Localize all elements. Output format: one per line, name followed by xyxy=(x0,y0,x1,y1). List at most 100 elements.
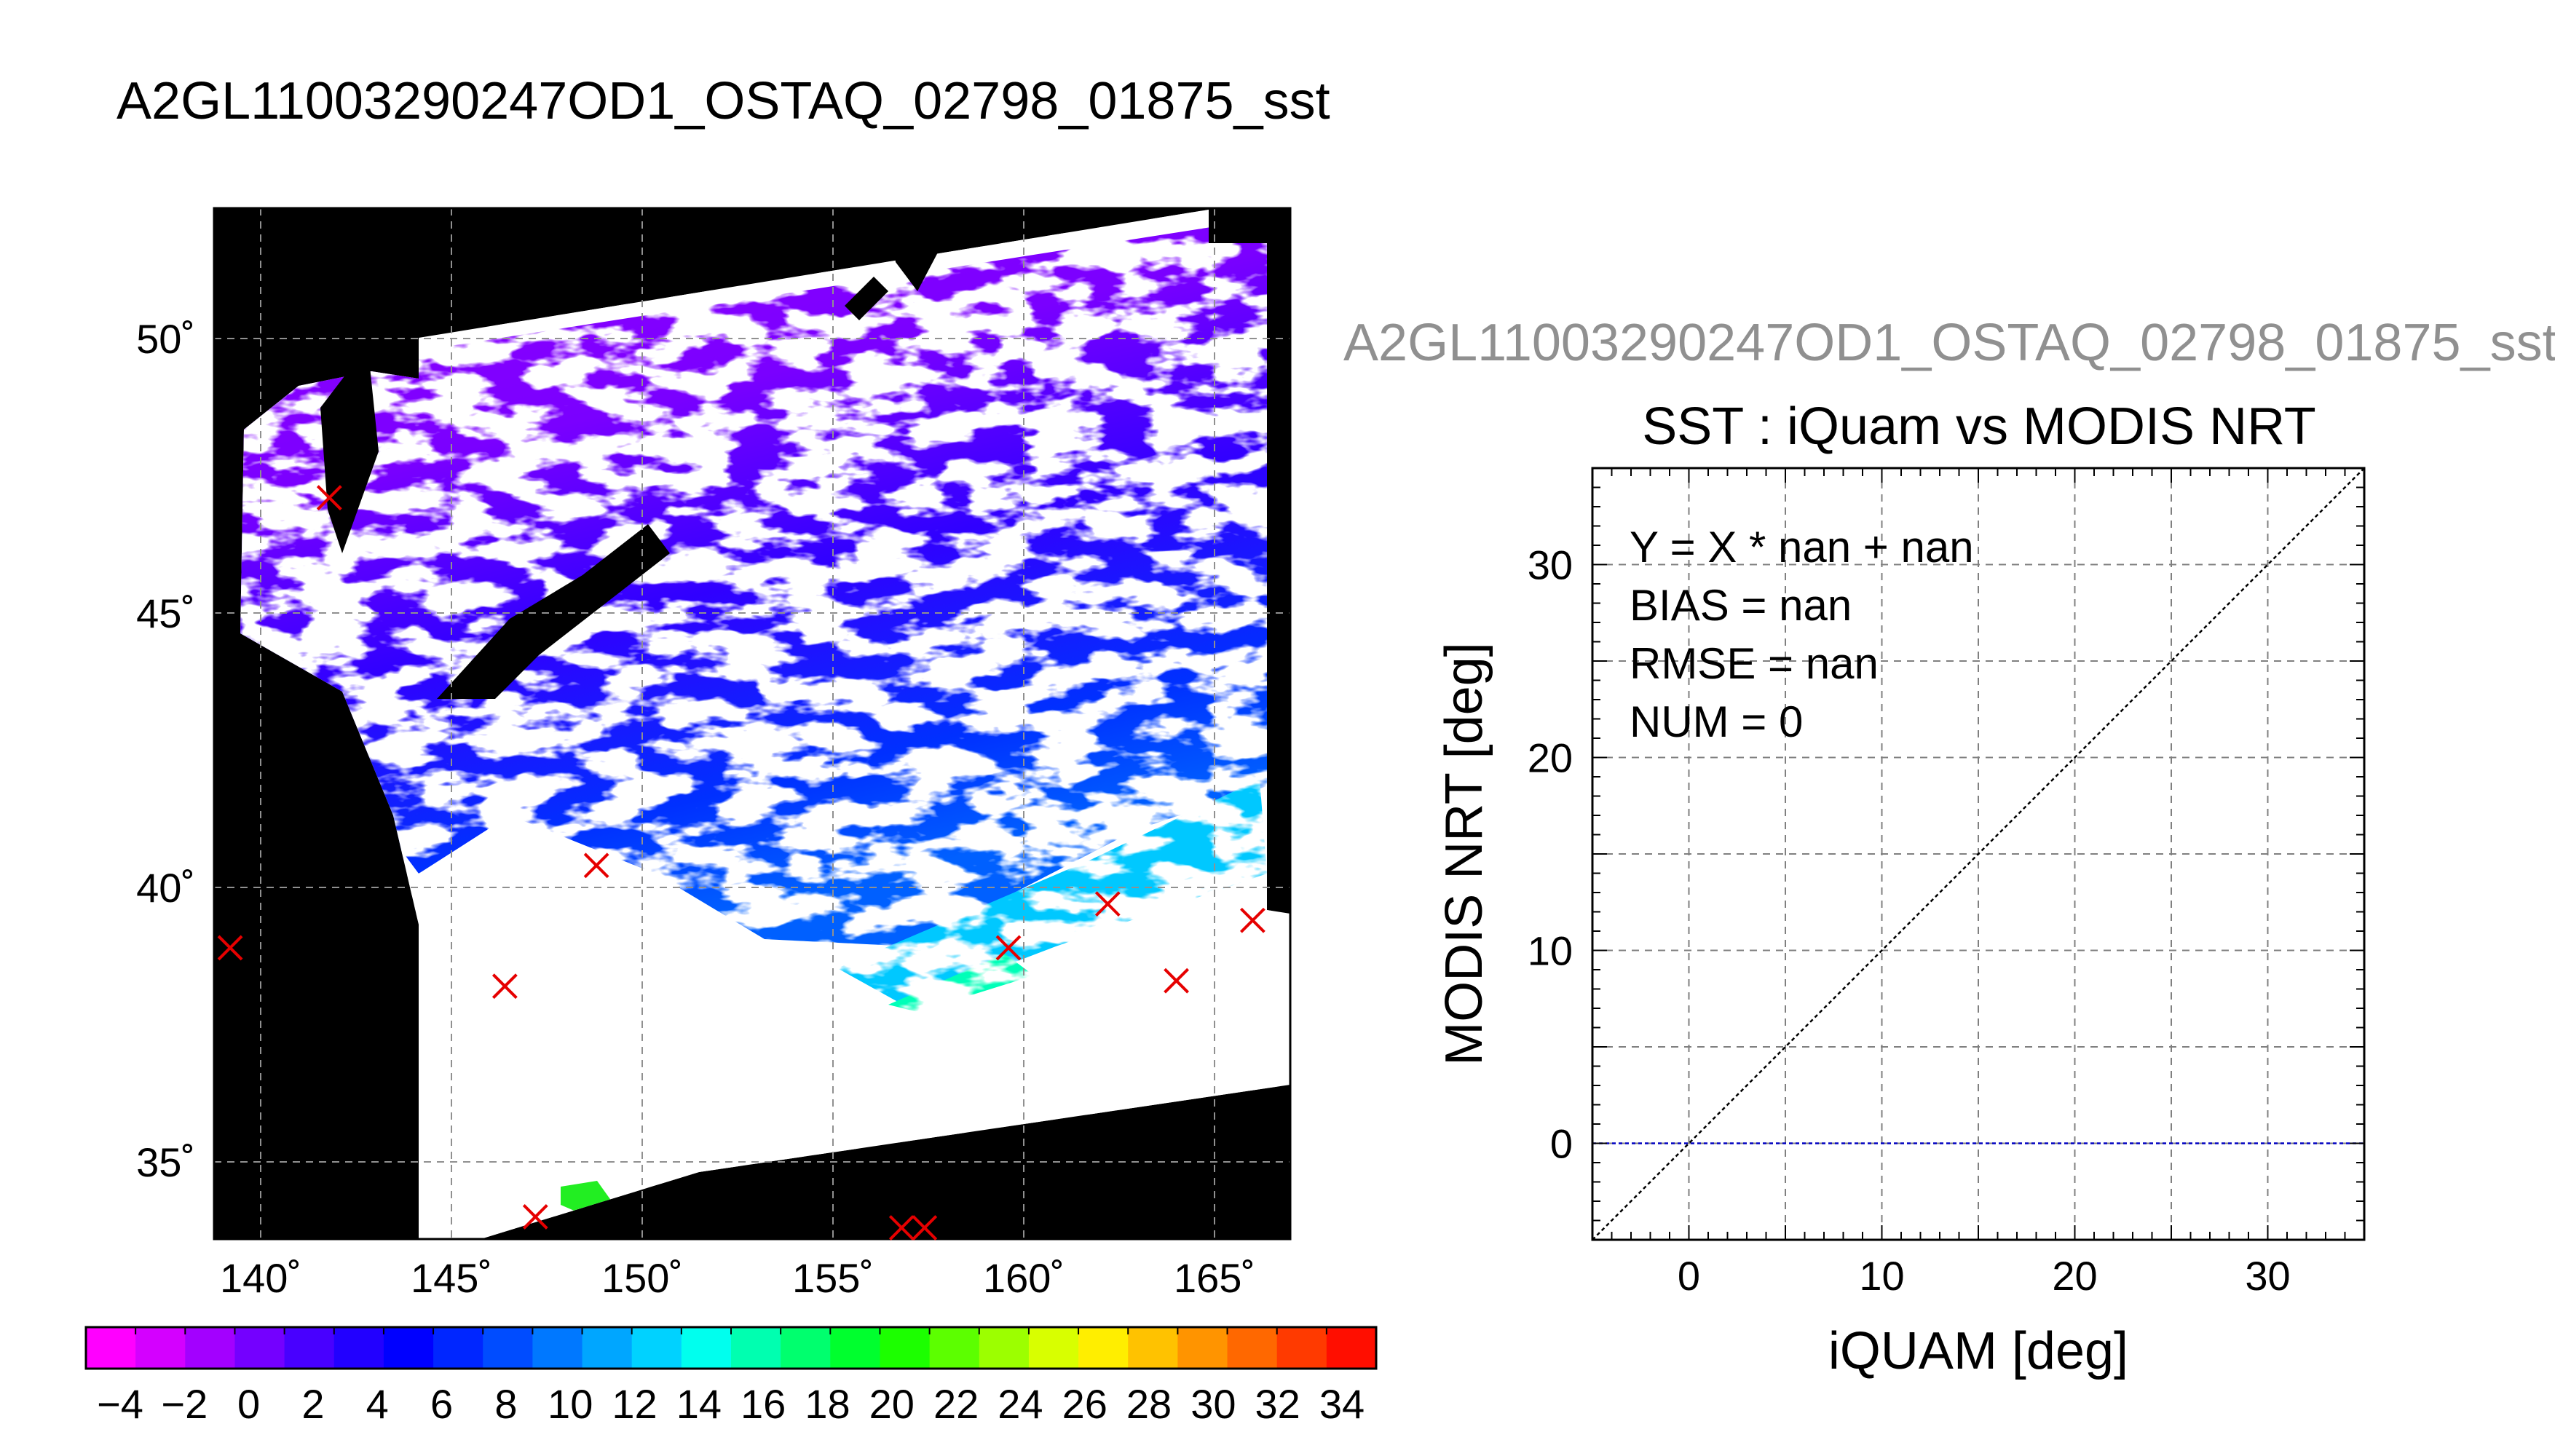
x-tick-label: 20 xyxy=(2052,1253,2097,1299)
y-tick-labels: 0 10 20 30 xyxy=(1528,542,1573,1167)
longitude-label: 150˚ xyxy=(601,1255,683,1301)
latitude-label: 35˚ xyxy=(136,1139,195,1185)
longitude-label: 165˚ xyxy=(1174,1255,1255,1301)
match-marker xyxy=(888,1215,915,1241)
colorbar-cell xyxy=(135,1327,186,1369)
match-marker xyxy=(583,852,609,879)
match-marker xyxy=(522,1203,548,1230)
colorbar-cell xyxy=(681,1327,732,1369)
colorbar-frame xyxy=(84,1326,1378,1370)
x-axis-label: iQUAM [deg] xyxy=(1828,1322,2128,1380)
colorbar-cell xyxy=(880,1327,931,1369)
match-markers xyxy=(217,485,1265,1241)
colorbar-cell xyxy=(284,1327,335,1369)
colorbar: −4 −2 0 2 4 6 8 10 12 14 16 18 20 22 24 26 28 30 32 34 xyxy=(84,1326,1378,1427)
colorbar-cell xyxy=(234,1327,285,1369)
stat-line: RMSE = nan xyxy=(1630,639,1879,688)
colorbar-cell xyxy=(830,1327,880,1369)
y-tick-label: 20 xyxy=(1528,735,1573,781)
reference-line-one-to-one xyxy=(1592,467,2365,1241)
colorbar-label: −4 xyxy=(97,1381,143,1427)
colorbar-label: 0 xyxy=(237,1381,260,1427)
colorbar-label: 24 xyxy=(998,1381,1043,1427)
match-marker xyxy=(912,1215,938,1241)
match-marker xyxy=(217,935,243,961)
scatter-panel: SST : iQuam vs MODIS NRT 0 10 20 30 0 10 20 30… xyxy=(1435,397,2366,1380)
match-marker xyxy=(1094,891,1121,917)
colorbar-label: 8 xyxy=(494,1381,517,1427)
colorbar-cell xyxy=(433,1327,483,1369)
y-tick-label: 0 xyxy=(1550,1121,1573,1167)
colorbar-cell xyxy=(1326,1327,1377,1369)
colorbar-label: 32 xyxy=(1255,1381,1300,1427)
land-kurils xyxy=(437,524,670,699)
colorbar-label: 30 xyxy=(1190,1381,1236,1427)
x-tick-labels: 0 10 20 30 xyxy=(1678,1253,2291,1299)
longitude-labels: 140˚ 145˚ 150˚ 155˚ 160˚ 165˚ xyxy=(220,1255,1255,1301)
colorbar-label: 12 xyxy=(612,1381,657,1427)
stat-line: BIAS = nan xyxy=(1630,581,1852,630)
colorbar-label: −2 xyxy=(161,1381,208,1427)
x-tick-label: 0 xyxy=(1678,1253,1700,1299)
latitude-label: 50˚ xyxy=(136,316,195,362)
stat-line: Y = X * nan + nan xyxy=(1630,523,1974,571)
colorbar-label: 2 xyxy=(301,1381,324,1427)
colorbar-cell xyxy=(383,1327,434,1369)
colorbar-label: 22 xyxy=(933,1381,979,1427)
colorbar-cell xyxy=(86,1327,136,1369)
colorbar-cell xyxy=(1227,1327,1278,1369)
y-axis-label: MODIS NRT [deg] xyxy=(1435,642,1493,1066)
scatter-file-title: A2GL11003290247OD1_OSTAQ_02798_01875_sst xyxy=(1343,314,2555,372)
map-graticule xyxy=(214,208,1290,1239)
scatter-title: SST : iQuam vs MODIS NRT xyxy=(1642,397,2316,456)
colorbar-label: 10 xyxy=(548,1381,593,1427)
stat-line: NUM = 0 xyxy=(1630,697,1803,746)
longitude-label: 160˚ xyxy=(983,1255,1065,1301)
colorbar-cell xyxy=(979,1327,1030,1369)
colorbar-cell xyxy=(185,1327,235,1369)
match-marker xyxy=(1239,907,1265,933)
land-kamchatka xyxy=(888,208,961,291)
longitude-label: 155˚ xyxy=(792,1255,874,1301)
colorbar-label: 4 xyxy=(366,1381,389,1427)
colorbar-cell xyxy=(631,1327,682,1369)
latitude-labels: 50˚ 45˚ 40˚ 35˚ xyxy=(136,316,195,1185)
colorbar-label: 26 xyxy=(1062,1381,1107,1427)
colorbar-cell xyxy=(1276,1327,1327,1369)
colorbar-label: 16 xyxy=(741,1381,786,1427)
colorbar-label: 18 xyxy=(805,1381,850,1427)
colorbar-cell xyxy=(1177,1327,1228,1369)
longitude-label: 145˚ xyxy=(411,1255,492,1301)
colorbar-label: 34 xyxy=(1319,1381,1365,1427)
colorbar-label: 14 xyxy=(676,1381,722,1427)
map-panel: 140˚ 145˚ 150˚ 155˚ 160˚ 165˚ 50˚ 45˚ 40˚ 35˚ xyxy=(136,207,1292,1301)
colorbar-cell xyxy=(1128,1327,1178,1369)
land-islands xyxy=(845,277,888,320)
map-frame xyxy=(213,207,1292,1241)
match-marker xyxy=(1164,968,1190,994)
colorbar-cell xyxy=(1028,1327,1079,1369)
colorbar-label: 20 xyxy=(869,1381,915,1427)
match-marker xyxy=(316,485,342,511)
colorbar-cell xyxy=(483,1327,533,1369)
match-marker xyxy=(491,973,518,1000)
colorbar-cell xyxy=(929,1327,980,1369)
colorbar-cell xyxy=(731,1327,781,1369)
longitude-label: 140˚ xyxy=(220,1255,301,1301)
colorbar-cell xyxy=(781,1327,831,1369)
y-tick-label: 10 xyxy=(1528,928,1573,974)
regression-stats: Y = X * nan + nan BIAS = nan RMSE = nan NUM… xyxy=(1630,523,1974,746)
x-tick-label: 30 xyxy=(2245,1253,2290,1299)
x-tick-label: 10 xyxy=(1859,1253,1904,1299)
colorbar-cell xyxy=(333,1327,384,1369)
latitude-label: 40˚ xyxy=(136,865,195,911)
colorbar-label: 6 xyxy=(430,1381,453,1427)
colorbar-cell xyxy=(1078,1327,1129,1369)
latitude-label: 45˚ xyxy=(136,590,195,636)
map-title: A2GL11003290247OD1_OSTAQ_02798_01875_sst xyxy=(117,72,1330,130)
match-marker xyxy=(995,935,1022,961)
colorbar-cell xyxy=(532,1327,583,1369)
colorbar-label: 28 xyxy=(1126,1381,1172,1427)
y-tick-label: 30 xyxy=(1528,542,1573,588)
